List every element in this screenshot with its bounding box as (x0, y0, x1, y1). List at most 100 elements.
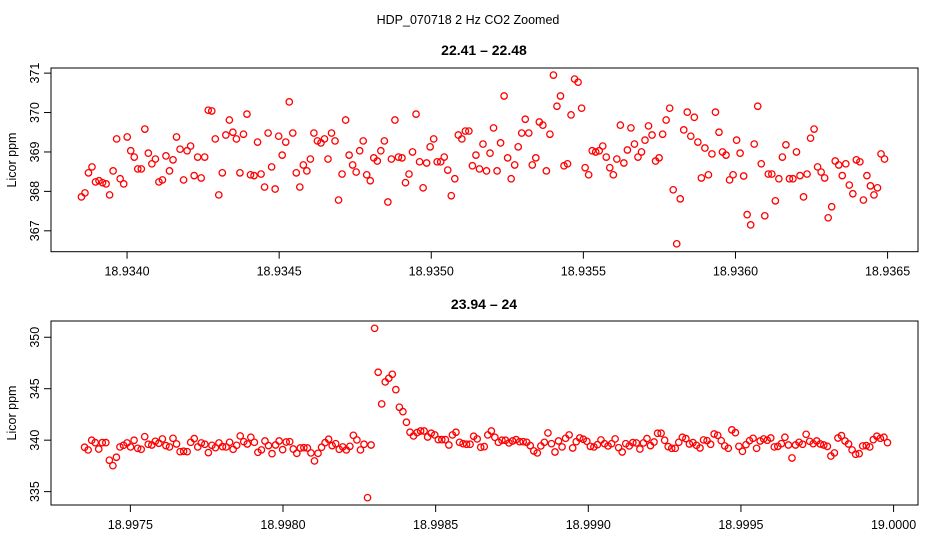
bottom-data-point (848, 446, 856, 454)
top-data-point (725, 176, 734, 184)
bottom-data-point (593, 440, 602, 449)
top-data-point (539, 121, 547, 130)
top-data-point (782, 141, 790, 149)
bottom-data-point (858, 442, 867, 450)
top-data-point (299, 161, 308, 169)
bottom-data-point (575, 434, 584, 442)
bottom-data-point (292, 449, 301, 458)
bottom-data-point (735, 442, 743, 451)
bottom-data-point (388, 370, 397, 379)
top-data-point (398, 154, 406, 162)
top-data-point (281, 138, 290, 146)
top-data-point (221, 131, 230, 139)
bottom-data-point (445, 441, 453, 449)
bottom-data-point (278, 445, 287, 454)
top-data-point (179, 176, 188, 184)
bottom-data-point (441, 435, 450, 444)
top-data-point (524, 129, 533, 137)
bottom-data-point (837, 431, 846, 440)
bottom-x-tick-label: 18.9990 (566, 518, 611, 532)
bottom-data-point (101, 438, 110, 447)
top-y-tick-label: 367 (28, 220, 42, 241)
bottom-y-tick-label: 345 (28, 378, 42, 399)
bottom-data-point (643, 434, 651, 443)
top-data-point (387, 155, 396, 163)
top-data-point (274, 132, 283, 141)
top-data-point (218, 169, 227, 177)
bottom-data-point (699, 436, 708, 444)
bottom-data-point (126, 443, 135, 451)
bottom-data-point (568, 444, 577, 452)
bottom-data-point (618, 448, 627, 456)
top-data-point (803, 170, 811, 178)
top-data-point (693, 138, 702, 146)
top-data-point (623, 146, 632, 154)
top-data-point (211, 135, 220, 143)
bottom-data-point (802, 430, 810, 439)
top-data-point (479, 140, 487, 148)
top-data-point (391, 116, 399, 124)
top-data-point (845, 181, 854, 189)
top-data-point (267, 163, 276, 171)
top-data-point (546, 130, 554, 139)
top-data-point (605, 163, 614, 172)
bottom-data-point (84, 446, 92, 454)
bottom-data-point (363, 493, 372, 502)
top-x-tick-label: 18.9340 (104, 265, 149, 279)
top-data-point (574, 78, 582, 87)
top-data-point (672, 239, 681, 248)
top-x-tick-label: 18.9350 (409, 265, 454, 279)
top-data-point (169, 156, 177, 164)
top-data-point (722, 151, 730, 159)
bottom-data-point (356, 446, 365, 454)
top-data-point (665, 104, 674, 113)
bottom-data-point (229, 445, 237, 454)
bottom-data-point (452, 428, 460, 437)
top-data-point (102, 180, 110, 188)
top-data-point (457, 135, 466, 143)
top-data-point (412, 110, 420, 118)
bottom-data-point (660, 436, 669, 445)
bottom-data-point (614, 443, 623, 452)
top-data-point (760, 211, 769, 220)
bottom-data-point (225, 438, 234, 447)
bottom-data-point (752, 444, 761, 453)
bottom-data-point (498, 436, 506, 445)
top-data-point (334, 196, 343, 204)
top-data-point (112, 135, 121, 143)
bottom-data-point (784, 441, 793, 449)
bottom-data-point (98, 438, 107, 447)
top-data-point (405, 170, 413, 178)
top-data-point (243, 110, 251, 118)
top-data-point (877, 150, 885, 158)
top-data-point (133, 165, 142, 173)
top-data-point (306, 155, 315, 163)
top-data-point (778, 153, 787, 161)
bottom-data-point (420, 427, 428, 435)
top-data-point (634, 153, 642, 161)
top-data-point (109, 167, 117, 175)
bottom-data-point (742, 440, 750, 449)
bottom-data-point (459, 439, 467, 448)
bottom-data-point (360, 440, 368, 449)
bottom-data-point (232, 441, 241, 450)
top-data-point (591, 148, 600, 156)
top-data-point (327, 129, 336, 137)
top-data-point (292, 169, 301, 177)
bottom-data-point (466, 440, 474, 449)
bottom-y-tick-label: 350 (28, 327, 42, 348)
top-data-point (172, 133, 181, 141)
top-data-point (785, 174, 794, 183)
top-data-point (729, 170, 737, 179)
bottom-data-point (346, 442, 354, 451)
top-data-point (792, 148, 801, 156)
bottom-data-point (165, 443, 174, 451)
top-data-point (690, 113, 699, 122)
bottom-data-point (781, 433, 789, 442)
top-data-point (732, 136, 741, 144)
top-data-point (137, 165, 146, 173)
top-data-point (686, 132, 695, 141)
top-data-point (750, 140, 759, 148)
bottom-data-point (391, 385, 400, 394)
top-data-point (577, 104, 586, 113)
